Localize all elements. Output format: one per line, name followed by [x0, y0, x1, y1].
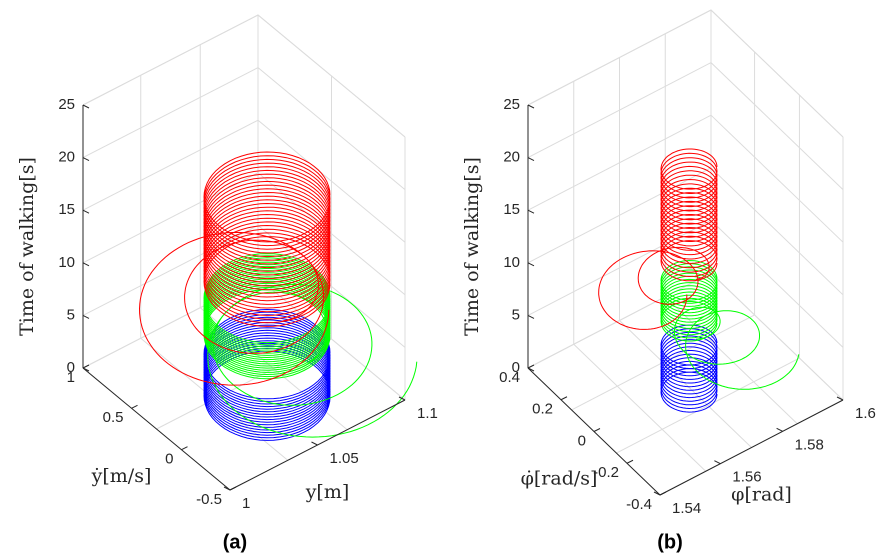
z-tick-label: 0 — [512, 359, 520, 376]
box-top-edge — [527, 9, 844, 138]
y-tick-label: 0.4 — [499, 369, 520, 386]
z-tick — [82, 157, 90, 162]
x-tick-label: 1.58 — [795, 436, 824, 453]
x-tick-label: 1 — [242, 495, 250, 512]
z-gridline — [82, 14, 406, 138]
z-tick-label: 5 — [512, 306, 520, 323]
z-gridline — [82, 67, 406, 190]
y-axis-label: φ̇[rad/s] — [521, 468, 598, 490]
x-tick — [223, 486, 231, 491]
z-tick — [82, 104, 90, 109]
z-tick — [82, 262, 90, 267]
x-tick-label: 1.54 — [672, 500, 701, 517]
z-tick — [527, 209, 535, 214]
y-gridline-floor — [664, 296, 798, 425]
series-red-limit-cycle — [203, 151, 331, 327]
y-tick-label: 0 — [578, 432, 586, 449]
z-gridline — [82, 172, 406, 296]
grid-lines — [527, 9, 844, 496]
panel-label: (a) — [223, 531, 247, 553]
series-green-transient — [673, 306, 800, 390]
curves — [138, 151, 418, 441]
z-tick-label: 25 — [503, 96, 520, 113]
y-tick-label: -0.5 — [196, 491, 222, 508]
x-tick-label: 1.56 — [732, 469, 761, 486]
y-tick-label: 0 — [165, 451, 173, 468]
y-tick-label: 0.2 — [532, 401, 553, 418]
y-tick — [527, 364, 535, 369]
series-red-transient — [598, 246, 710, 330]
z-tick — [527, 104, 535, 109]
panel-b: 0 5 10 15 20 25 0.4 0.2 0 -0.2 -0.4 1.54 1.56 1.58 1.6… — [461, 9, 876, 553]
axes: 0 5 10 15 20 25 0.4 0.2 0 -0.2 -0.4 1.54 1.56 1.58 1.6 — [499, 96, 876, 517]
y-tick-label: -0.4 — [626, 496, 652, 513]
y-tick — [181, 446, 188, 451]
y-tick — [82, 364, 90, 369]
x-axis-label: y[m] — [305, 481, 350, 503]
y-gridline-floor — [710, 272, 844, 401]
x-tick — [714, 460, 721, 465]
series-green-transient — [207, 283, 418, 438]
z-tick-label: 10 — [503, 254, 520, 271]
panel-label: (b) — [657, 531, 683, 553]
z-tick-label: 5 — [67, 306, 75, 323]
z-tick — [82, 367, 90, 372]
y-tick — [659, 491, 667, 496]
z-tick — [527, 262, 535, 267]
y-axis-line — [82, 367, 231, 491]
x-axis-line — [659, 399, 844, 496]
x-tick — [653, 491, 661, 496]
series-red-limit-cycle — [660, 148, 718, 282]
x-tick — [776, 427, 783, 432]
z-tick — [82, 314, 90, 319]
x-tick — [311, 441, 318, 446]
x-axis-label: φ[rad] — [731, 484, 792, 506]
panel-a: 0 5 10 15 20 25 1 0.5 0 -0.5 1 1.05 1.1 Time of walki… — [16, 14, 438, 553]
z-axis-label: Time of walking[s] — [461, 157, 483, 336]
y-axis-label: ẏ[m/s] — [91, 465, 152, 487]
series-red — [598, 148, 718, 330]
y-tick — [593, 428, 601, 432]
z-gridline — [527, 9, 844, 138]
z-tick-label: 0 — [67, 359, 75, 376]
series-green-limit-cycle — [203, 253, 331, 380]
z-tick-label: 10 — [58, 254, 75, 271]
z-tick-label: 20 — [58, 149, 75, 166]
z-tick-label: 20 — [503, 149, 520, 166]
x-tick-label: 1.05 — [330, 450, 359, 467]
y-gridline-floor — [619, 320, 752, 448]
box-top-edge — [82, 14, 406, 138]
y-tick-label: 1 — [67, 369, 75, 386]
y-gridline-floor — [257, 277, 406, 401]
y-gridline-floor — [573, 343, 707, 472]
series-red-transient — [138, 231, 330, 386]
y-tick-label: -0.2 — [593, 464, 619, 481]
y-tick — [626, 459, 634, 464]
z-tick — [527, 157, 535, 162]
series-red — [138, 151, 331, 386]
z-gridline — [527, 61, 844, 190]
y-tick-label: 0.5 — [103, 409, 124, 426]
x-tick — [398, 396, 406, 401]
z-tick-label: 25 — [58, 96, 75, 113]
z-tick-label: 15 — [58, 201, 75, 218]
x-tick-label: 1.1 — [417, 405, 438, 422]
y-tick — [131, 404, 138, 409]
axes: 0 5 10 15 20 25 1 0.5 0 -0.5 1 1.05 1.1 — [58, 96, 438, 512]
x-tick — [836, 396, 844, 401]
y-tick — [229, 486, 237, 491]
z-tick — [527, 367, 535, 372]
z-tick — [527, 314, 535, 319]
z-axis-label: Time of walking[s] — [16, 157, 38, 336]
y-tick — [560, 396, 568, 401]
x-tick-label: 1.6 — [855, 405, 876, 422]
z-tick-label: 15 — [503, 201, 520, 218]
curves — [598, 148, 800, 413]
z-tick — [82, 209, 90, 214]
series-green — [203, 253, 418, 438]
